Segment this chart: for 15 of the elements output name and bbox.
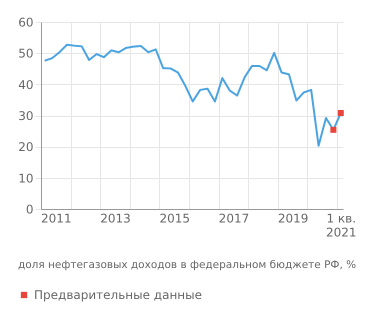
x-tick-label: 2015 <box>159 212 190 226</box>
x-tick-label: 1 кв. 2021 <box>326 212 357 240</box>
y-tick-label: 40 <box>18 78 34 92</box>
y-tick-label: 60 <box>18 16 34 30</box>
x-tick-label: 2017 <box>218 212 250 226</box>
y-tick-label: 30 <box>18 109 34 123</box>
x-tick-label: 2013 <box>100 212 131 226</box>
y-tick-label: 20 <box>18 140 34 154</box>
y-tick-label: 50 <box>18 46 34 61</box>
y-tick-label: 10 <box>18 171 34 186</box>
text: доля нефтегазовых доходов в федеральном бюджете РФ, % <box>18 258 358 272</box>
x-tick-label: 2011 <box>41 212 72 226</box>
y-tick-label: 0 <box>26 202 34 216</box>
x-tick-label: 2019 <box>278 212 308 226</box>
legend-label: Предварительные данные <box>34 288 202 302</box>
